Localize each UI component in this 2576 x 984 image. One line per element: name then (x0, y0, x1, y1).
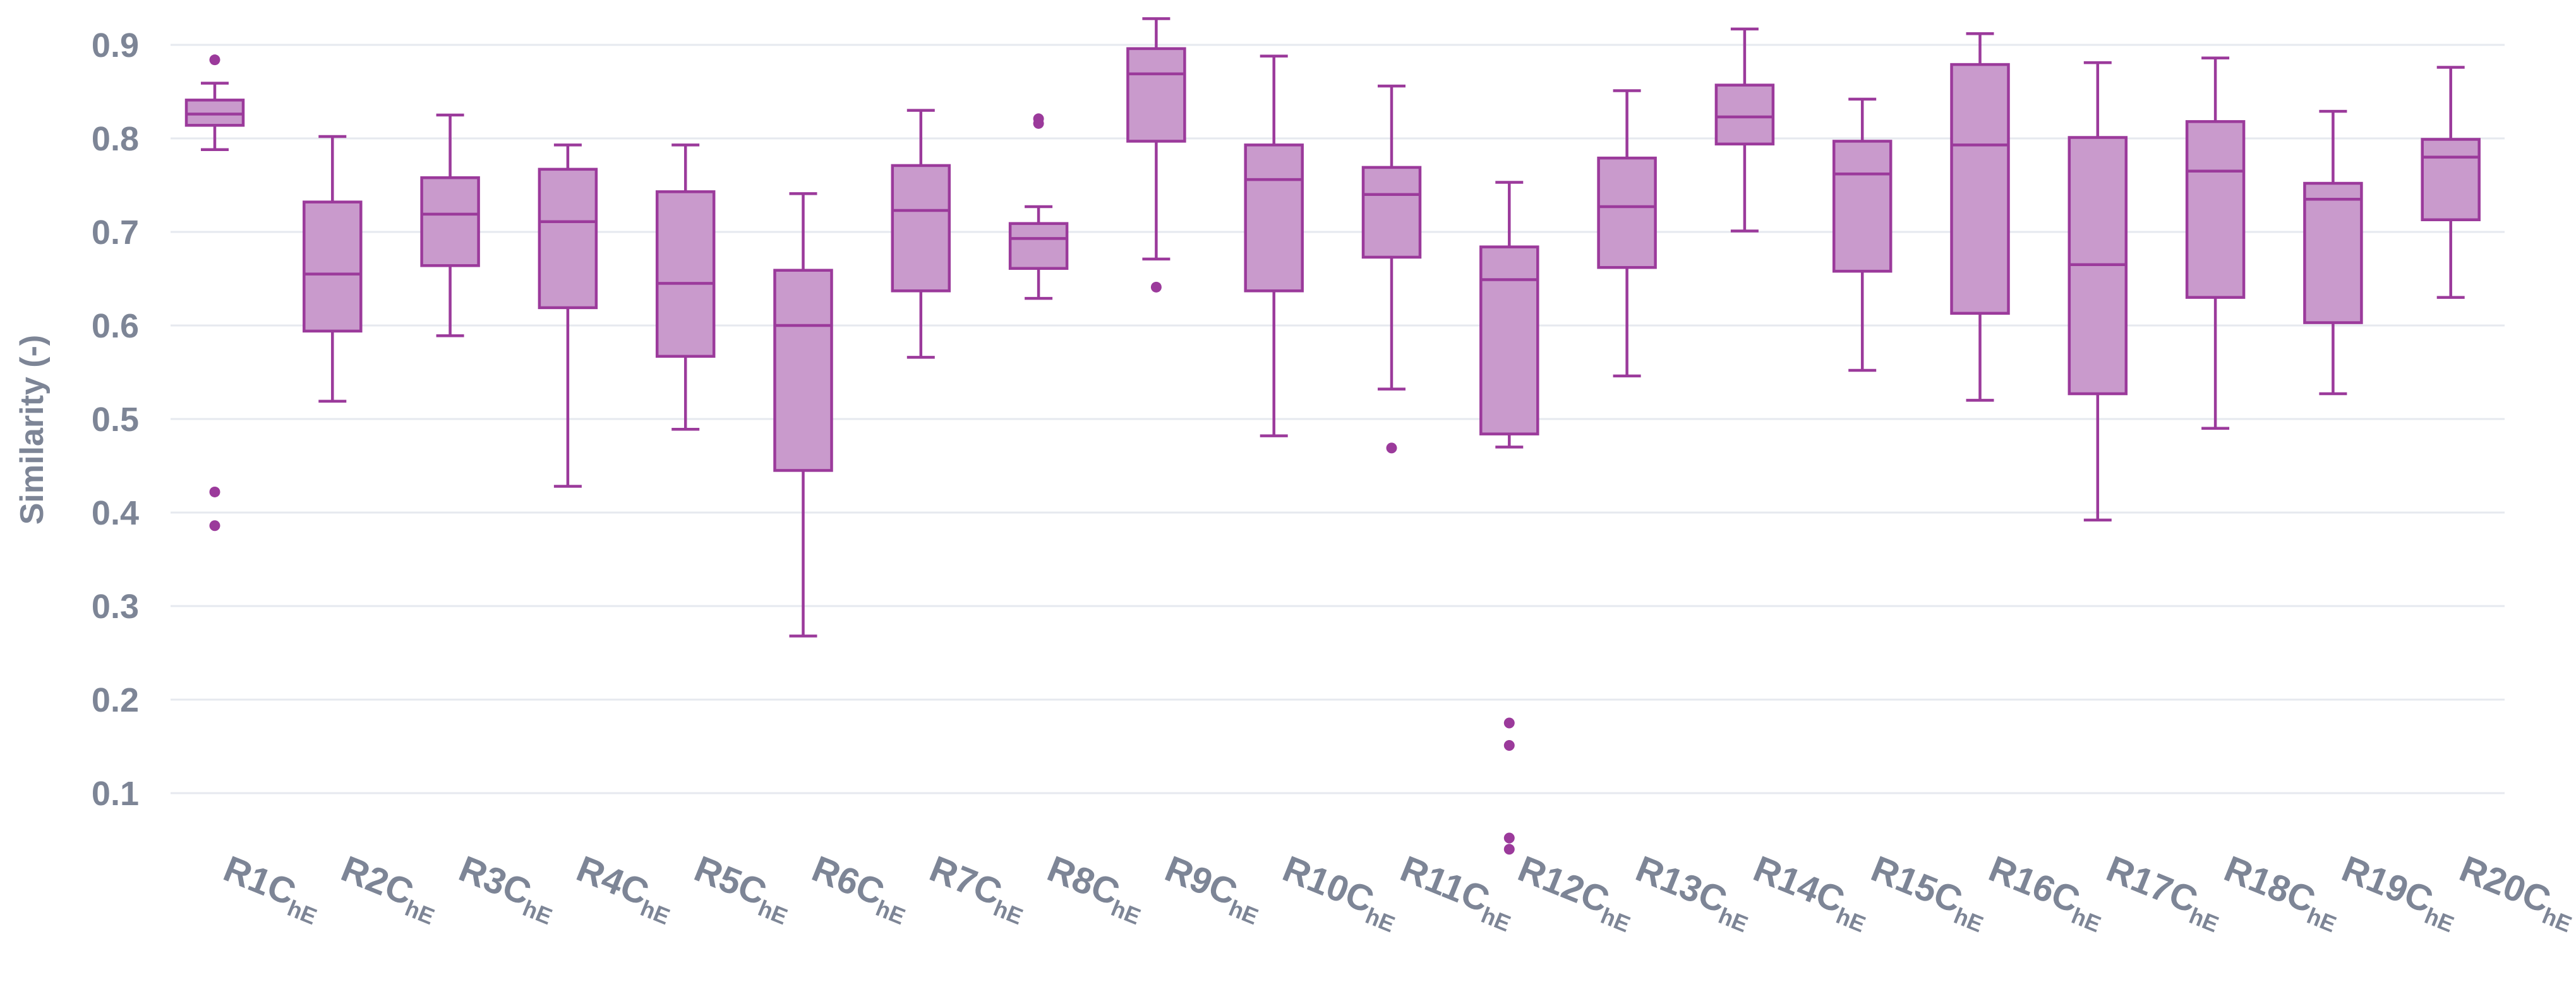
y-tick-label: 0.2 (92, 681, 139, 719)
box-group-r6c (773, 192, 833, 638)
outlier-point (1503, 844, 1515, 855)
outlier-point (1386, 442, 1397, 454)
y-tick-label: 0.8 (92, 120, 139, 158)
iqr-box (891, 164, 951, 293)
iqr-box (2303, 181, 2363, 324)
x-tick-label: R9ChE (1157, 848, 1270, 930)
y-axis: 0.1 0.2 0.3 0.4 0.5 0.6 0.7 0.8 0.9 (92, 27, 139, 813)
x-tick-label: R8ChE (1040, 848, 1152, 930)
outlier-point (1503, 717, 1515, 729)
box-group-r17c (2067, 61, 2128, 522)
y-tick-label: 0.7 (92, 214, 139, 252)
iqr-box (773, 269, 833, 472)
iqr-box (655, 190, 716, 358)
iqr-box (303, 200, 363, 333)
box-group-r3c (420, 113, 480, 337)
box-group-r14c (1714, 27, 1775, 233)
x-tick-label: R3ChE (451, 848, 563, 930)
y-tick-label: 0.9 (92, 27, 139, 64)
box-group-r7c (891, 109, 951, 359)
box-group-r19c (2303, 109, 2363, 396)
x-tick-label: R19ChE (2334, 848, 2465, 937)
box-group-r8c (1008, 113, 1069, 300)
y-tick-label: 0.3 (92, 588, 139, 626)
x-tick-label: R13ChE (1628, 848, 1759, 937)
iqr-box (2421, 138, 2481, 222)
box-group-r12c (1479, 181, 1539, 855)
outlier-point (1503, 832, 1515, 844)
iqr-box (2185, 120, 2246, 299)
x-tick-label: R2ChE (334, 848, 446, 930)
iqr-box (1479, 245, 1539, 435)
x-tick-label: R7ChE (922, 848, 1035, 930)
boxes (184, 17, 2481, 855)
x-tick-label: R6ChE (804, 848, 917, 930)
box-group-r10c (1244, 54, 1304, 437)
box-group-r5c (655, 143, 716, 431)
outlier-point (1150, 281, 1162, 293)
x-tick-label: R12ChE (1510, 848, 1642, 937)
box-group-r4c (538, 143, 598, 488)
x-tick-label: R1ChE (216, 848, 328, 930)
box-group-r18c (2185, 56, 2246, 430)
outlier-point (1503, 740, 1515, 751)
y-tick-label: 0.4 (92, 494, 139, 532)
box-group-r15c (1832, 97, 1893, 372)
box-group-r9c (1126, 17, 1186, 293)
x-tick-label: R15ChE (1863, 848, 1995, 937)
x-tick-label: R10ChE (1275, 848, 1406, 937)
y-axis-title: Similarity (-) (14, 335, 51, 525)
box-group-r13c (1597, 89, 1657, 378)
x-tick-label: R20ChE (2452, 848, 2576, 937)
x-tick-label: R5ChE (687, 848, 799, 930)
outlier-point (209, 54, 220, 66)
x-axis: R1ChE R2ChE R3ChE R4ChE R5ChE R6ChE R7ChE R8ChE… (216, 848, 2576, 937)
iqr-box (538, 167, 598, 310)
outlier-point (1033, 118, 1044, 129)
grid-lines (171, 44, 2505, 794)
x-tick-label: R16ChE (1981, 848, 2112, 937)
iqr-box (1008, 222, 1069, 270)
y-tick-label: 0.6 (92, 307, 139, 345)
iqr-box (1126, 47, 1186, 143)
iqr-box (420, 176, 480, 267)
box-group-r2c (303, 135, 363, 403)
iqr-box (1714, 83, 1775, 146)
x-tick-label: R18ChE (2217, 848, 2348, 937)
box-group-r11c (1361, 84, 1422, 454)
iqr-box (1832, 140, 1893, 273)
x-tick-label: R11ChE (1393, 848, 1522, 937)
y-tick-label: 0.5 (92, 401, 139, 439)
iqr-box (1244, 143, 1304, 293)
iqr-box (1361, 166, 1422, 259)
x-tick-label: R4ChE (569, 848, 682, 930)
iqr-box (1950, 63, 2010, 315)
box-group-r1c (184, 54, 245, 531)
iqr-box (1597, 156, 1657, 269)
x-tick-label: R14ChE (1746, 848, 1877, 937)
y-tick-label: 0.1 (92, 775, 139, 813)
outlier-point (209, 520, 220, 531)
box-group-r16c (1950, 32, 2010, 402)
outlier-point (209, 486, 220, 497)
x-tick-label: R17ChE (2099, 848, 2230, 937)
box-group-r20c (2421, 66, 2481, 299)
